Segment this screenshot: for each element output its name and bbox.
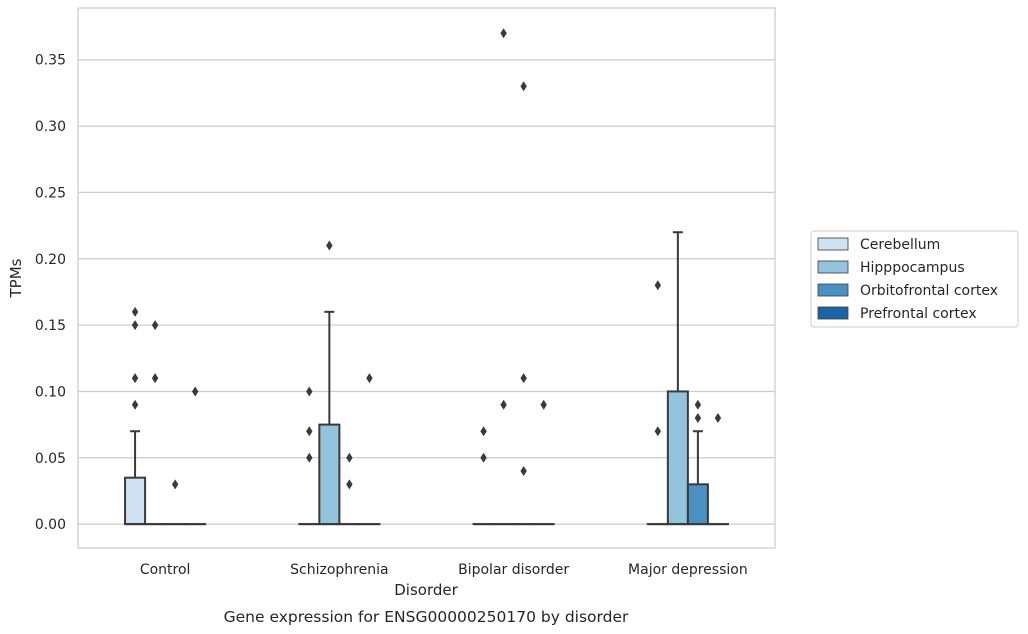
outlier-point	[346, 479, 353, 490]
outlier-point	[131, 320, 139, 331]
outlier-point	[306, 452, 313, 463]
x-axis-title: Disorder	[394, 581, 458, 599]
outlier-point	[171, 479, 179, 490]
box-group	[318, 240, 341, 526]
legend-label: Cerebellum	[860, 237, 940, 253]
y-tick-label: 0.10	[35, 384, 66, 400]
box-group	[358, 373, 381, 526]
outlier-point	[191, 386, 199, 397]
outlier-point	[480, 452, 487, 463]
outlier-point	[520, 466, 527, 477]
outlier-point	[694, 412, 702, 423]
outlier-point	[131, 306, 139, 317]
outlier-point	[520, 81, 527, 92]
legend-swatch	[817, 260, 849, 274]
y-tick-label: 0.35	[35, 53, 66, 69]
box-series-group	[124, 28, 729, 526]
box	[686, 483, 709, 526]
legend-frame	[810, 230, 1019, 328]
chart-caption: Gene expression for ENSG00000250170 by d…	[224, 608, 629, 626]
outlier-point	[694, 399, 702, 410]
y-tick-label: 0.05	[35, 451, 66, 467]
x-tick-label: Control	[140, 562, 191, 578]
outlier-point	[520, 373, 527, 384]
outlier-point	[131, 399, 139, 410]
outlier-point	[540, 399, 547, 410]
outlier-point	[326, 240, 333, 251]
x-tick-label: Major depression	[628, 562, 748, 578]
x-tick-labels: Control Schizophrenia Bipolar disorder Majo…	[140, 562, 748, 578]
box	[666, 390, 689, 526]
y-axis-title: TPMs	[7, 258, 25, 298]
x-tick-label: Bipolar disorder	[458, 562, 569, 578]
outlier-point	[714, 412, 722, 423]
legend-label: Orbitofrontal cortex	[860, 283, 998, 299]
box-group	[686, 399, 709, 526]
box-group	[706, 412, 729, 526]
outlier-point	[151, 320, 159, 331]
legend-label: Prefrontal cortex	[860, 306, 977, 322]
y-tick-label: 0.20	[35, 252, 66, 268]
outlier-point	[480, 426, 487, 437]
y-tick-label: 0.00	[35, 517, 66, 533]
box-group	[184, 386, 207, 526]
legend: Cerebellum Hipppocampus Orbitofrontal cort…	[810, 230, 1019, 328]
box-group	[338, 452, 361, 526]
outlier-point	[500, 28, 507, 39]
outlier-point	[306, 426, 313, 437]
outlier-point	[654, 280, 662, 291]
legend-swatch	[817, 283, 849, 297]
box-group	[124, 306, 147, 526]
y-tick-label: 0.15	[35, 318, 66, 334]
outlier-point	[346, 452, 353, 463]
x-tick-label: Schizophrenia	[290, 562, 388, 578]
box	[124, 476, 147, 526]
outlier-point	[500, 399, 507, 410]
legend-swatch	[817, 306, 849, 320]
outlier-point	[654, 426, 662, 437]
y-tick-label: 0.30	[35, 119, 66, 135]
y-tick-label: 0.25	[35, 185, 66, 201]
plot-area-frame	[77, 7, 776, 549]
outlier-point	[131, 373, 139, 384]
legend-label: Hipppocampus	[860, 260, 965, 276]
y-tick-labels: 0.00 0.05 0.10 0.15 0.20 0.25 0.30 0.35	[35, 53, 66, 533]
outlier-point	[366, 373, 373, 384]
box-group	[666, 231, 689, 526]
legend-swatch	[817, 237, 849, 251]
box	[318, 423, 341, 526]
box-group	[532, 399, 555, 526]
outlier-point	[306, 386, 313, 397]
outlier-point	[151, 373, 159, 384]
